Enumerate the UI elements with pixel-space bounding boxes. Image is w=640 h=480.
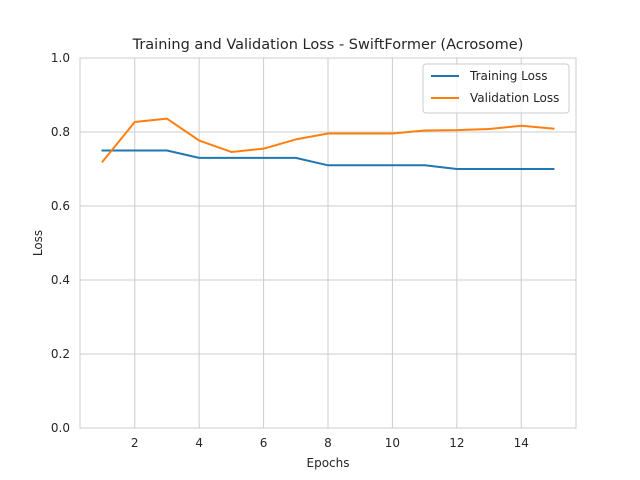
legend: Training Loss Validation Loss xyxy=(422,63,570,114)
legend-label-validation-loss: Validation Loss xyxy=(470,91,559,105)
x-axis-label: Epochs xyxy=(307,456,350,470)
legend-box xyxy=(422,63,570,114)
x-tick-label: 6 xyxy=(260,436,268,450)
x-tick-label: 14 xyxy=(514,436,529,450)
series-layer xyxy=(101,117,555,170)
y-tick-label: 1.0 xyxy=(51,51,70,65)
x-tick-label: 10 xyxy=(385,436,400,450)
y-tick-label: 0.8 xyxy=(51,125,70,139)
y-tick-label: 0.6 xyxy=(51,199,70,213)
x-tick-label: 2 xyxy=(131,436,139,450)
chart-title: Training and Validation Loss - SwiftForm… xyxy=(132,37,524,53)
x-tick-label: 4 xyxy=(195,436,203,450)
y-tick-label: 0.2 xyxy=(51,347,70,361)
y-axis-label: Loss xyxy=(31,230,45,256)
tick-labels: 2 4 6 8 10 12 14 0.0 0.2 0.4 0.6 0.8 1.0 xyxy=(51,51,529,450)
x-tick-label: 12 xyxy=(449,436,464,450)
legend-label-training-loss: Training Loss xyxy=(469,69,547,83)
plot-frame xyxy=(79,57,577,429)
y-tick-label: 0.0 xyxy=(51,421,70,435)
x-tick-label: 8 xyxy=(324,436,332,450)
y-tick-label: 0.4 xyxy=(51,273,70,287)
